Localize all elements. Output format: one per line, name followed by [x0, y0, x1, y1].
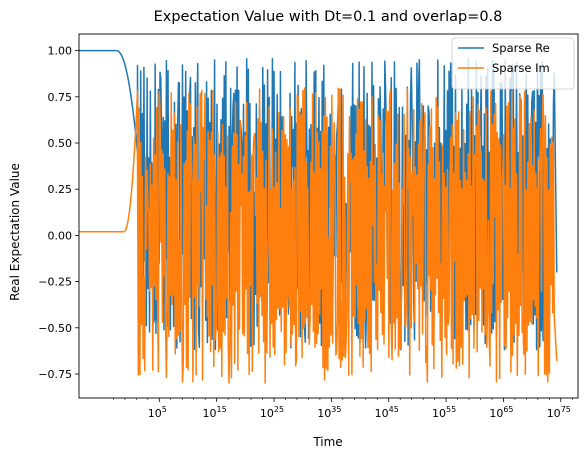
x-tick-exponent: 55 [446, 405, 456, 414]
y-tick-label: −0.75 [38, 368, 72, 381]
x-tick-exponent: 75 [561, 405, 571, 414]
legend-label: Sparse Re [492, 41, 550, 55]
legend: Sparse Re Sparse Im [451, 37, 575, 90]
x-tick-label: 1055 [432, 405, 456, 420]
x-tick-base: 10 [317, 407, 331, 420]
x-axis-label: Time [312, 435, 342, 449]
x-tick-base: 10 [148, 407, 162, 420]
x-tick-label: 1035 [317, 405, 341, 420]
x-tick-label: 1015 [203, 405, 227, 420]
plot-frame [78, 33, 579, 399]
legend-label: Sparse Im [492, 61, 550, 75]
y-tick-label: 0.25 [48, 183, 73, 196]
legend-box [451, 37, 575, 90]
x-tick-label: 1045 [375, 405, 399, 420]
series-layer [79, 49, 558, 384]
x-tick-exponent: 5 [162, 405, 167, 414]
x-tick-exponent: 45 [389, 405, 399, 414]
x-tick-base: 10 [203, 407, 217, 420]
y-tick-label: 1.00 [48, 45, 73, 58]
x-tick-exponent: 25 [274, 405, 284, 414]
x-axis: 105 1015 1025 1035 1045 1055 1065 1075 [113, 398, 573, 420]
x-tick-base: 10 [547, 407, 561, 420]
x-tick-exponent: 35 [331, 405, 341, 414]
series-line-sparse-im [79, 87, 558, 384]
x-tick-base: 10 [489, 407, 503, 420]
x-tick-exponent: 65 [503, 405, 513, 414]
x-tick-label: 1075 [547, 405, 571, 420]
x-tick-base: 10 [375, 407, 389, 420]
x-tick-base: 10 [432, 407, 446, 420]
x-tick-label: 1025 [260, 405, 284, 420]
y-tick-label: −0.50 [38, 322, 72, 335]
x-tick-base: 10 [260, 407, 274, 420]
plot-area [78, 33, 579, 399]
y-tick-label: −0.25 [38, 276, 72, 289]
y-tick-label: 0.00 [48, 229, 73, 242]
x-tick-exponent: 15 [217, 405, 227, 414]
x-tick-label: 1065 [489, 405, 513, 420]
y-axis: 1.00 0.75 0.50 0.25 0.00 −0.25 −0.50 −0.75 [38, 45, 79, 381]
y-axis-label: Real Expectation Value [8, 163, 22, 301]
y-tick-label: 0.50 [48, 137, 73, 150]
x-tick-label: 105 [148, 405, 167, 420]
y-tick-label: 0.75 [48, 91, 73, 104]
chart-title: Expectation Value with Dt=0.1 and overla… [154, 9, 503, 25]
